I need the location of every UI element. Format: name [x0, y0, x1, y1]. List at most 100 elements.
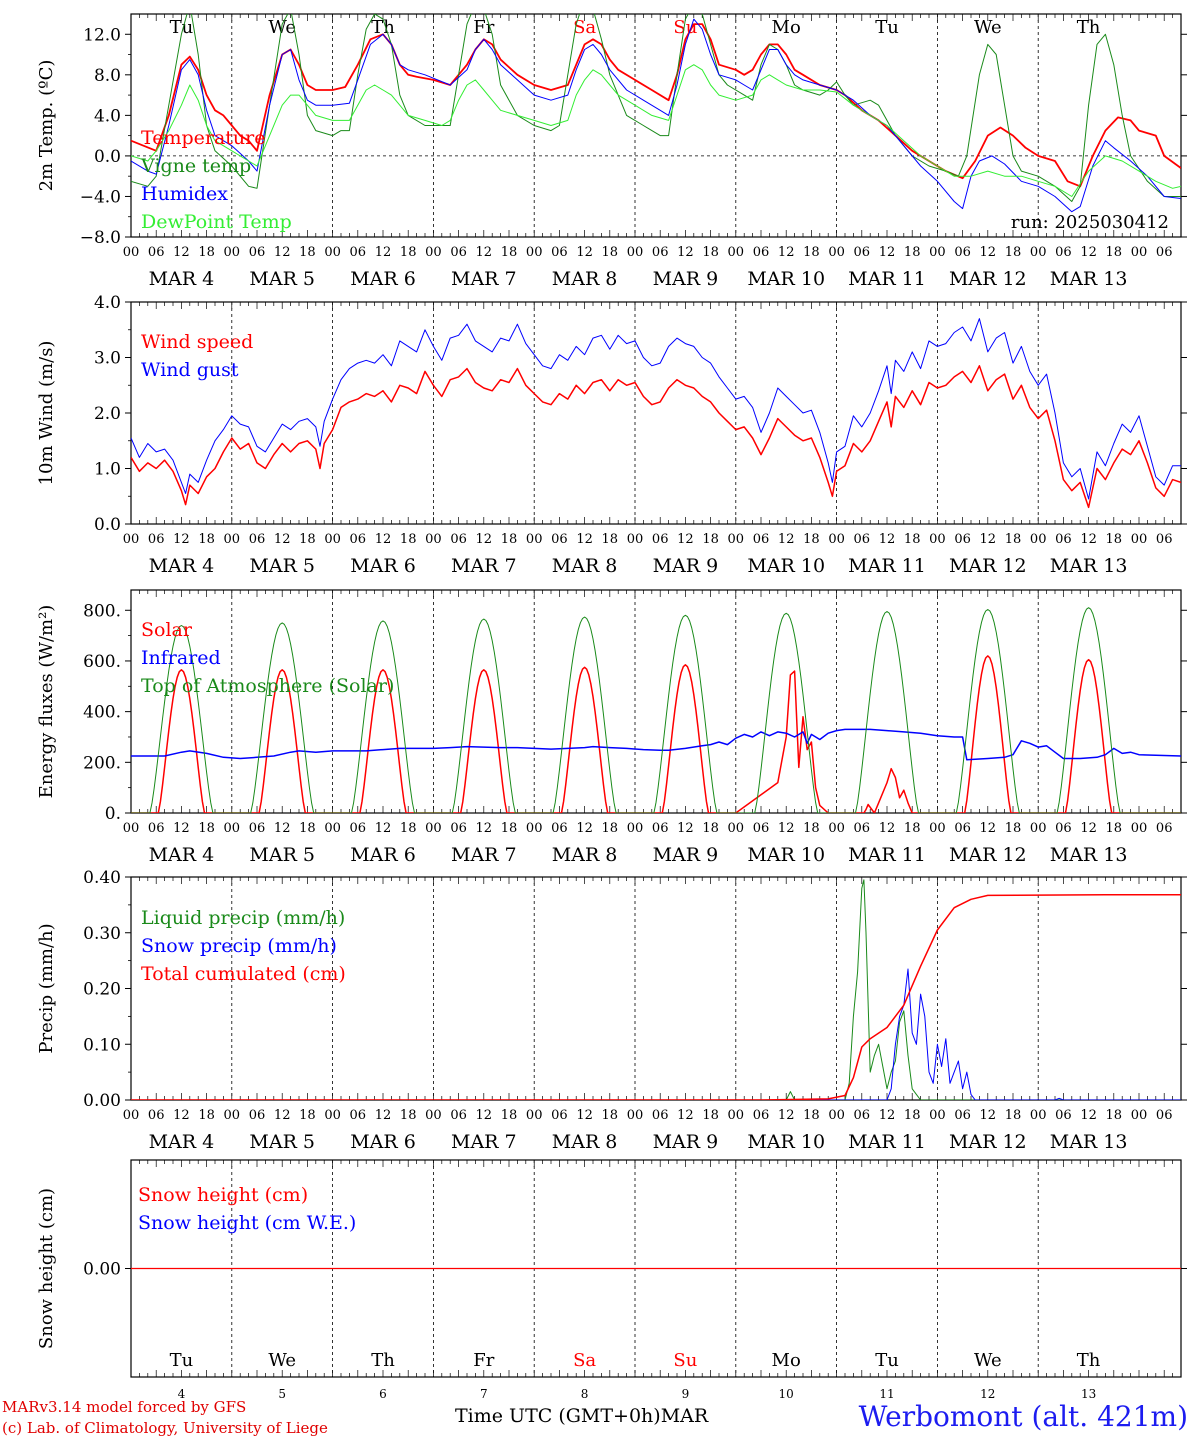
- legend-entry: Temperature: [141, 127, 265, 149]
- hour-label: 12: [375, 532, 392, 547]
- date-label: MAR 10: [747, 844, 825, 866]
- legend-entry: Liquid precip (mm/h): [141, 907, 345, 929]
- date-label: MAR 13: [1050, 555, 1128, 577]
- hour-label: 00: [324, 1108, 341, 1123]
- hour-label: 18: [803, 1108, 820, 1123]
- hour-label: 18: [400, 1108, 417, 1123]
- hour-label: 12: [980, 245, 997, 260]
- day-number: 4: [178, 1387, 186, 1401]
- hour-label: 12: [980, 1108, 997, 1123]
- hour-label: 18: [1106, 532, 1123, 547]
- y-axis-label: Snow height (cm): [36, 1188, 57, 1349]
- hour-label: 00: [123, 821, 140, 836]
- weekday-label: Sa: [573, 17, 596, 38]
- hour-label: 00: [828, 245, 845, 260]
- hour-label: 00: [324, 532, 341, 547]
- hour-label: 00: [123, 532, 140, 547]
- hour-label: 12: [980, 821, 997, 836]
- date-label: MAR 12: [949, 844, 1027, 866]
- hour-label: 12: [1080, 245, 1097, 260]
- legend-entry: Top of Atmosphere (Solar): [141, 675, 394, 697]
- hour-label: 12: [1080, 532, 1097, 547]
- y-tick-label: 2.0: [94, 404, 121, 424]
- hour-label: 18: [400, 821, 417, 836]
- hour-label: 18: [299, 821, 316, 836]
- date-label: MAR 10: [747, 1131, 825, 1153]
- hour-label: 06: [551, 245, 568, 260]
- hour-label: 00: [224, 821, 241, 836]
- hour-label: 00: [224, 532, 241, 547]
- hour-label: 06: [652, 245, 669, 260]
- hour-label: 06: [350, 1108, 367, 1123]
- hour-label: 06: [450, 245, 467, 260]
- weekday-label: Tu: [875, 1350, 899, 1371]
- hour-label: 12: [476, 821, 493, 836]
- hour-label: 12: [476, 1108, 493, 1123]
- date-label: MAR 12: [949, 268, 1027, 290]
- date-label: MAR 12: [949, 555, 1027, 577]
- hour-label: 00: [1131, 1108, 1148, 1123]
- hour-label: 00: [526, 821, 543, 836]
- y-tick-label: 400.: [83, 703, 121, 723]
- date-label: MAR 11: [848, 268, 926, 290]
- y-tick-label: 0.20: [83, 980, 121, 1000]
- hour-label: 18: [1005, 532, 1022, 547]
- day-number: 12: [980, 1387, 995, 1401]
- date-label: MAR 10: [747, 555, 825, 577]
- date-label: MAR 10: [747, 268, 825, 290]
- hour-label: 18: [904, 245, 921, 260]
- y-tick-label: 4.0: [94, 293, 121, 313]
- date-label: MAR 8: [552, 268, 618, 290]
- panel-frame: [130, 589, 1182, 814]
- hour-label: 06: [753, 821, 770, 836]
- legend-entry: Wind speed: [141, 331, 253, 353]
- hour-label: 06: [854, 821, 871, 836]
- hour-label: 12: [778, 1108, 795, 1123]
- hour-label: 12: [576, 821, 593, 836]
- hour-label: 06: [1055, 532, 1072, 547]
- legend-entry: Infrared: [141, 647, 221, 669]
- hour-label: 18: [1005, 245, 1022, 260]
- hour-label: 00: [728, 245, 745, 260]
- hour-label: 06: [753, 245, 770, 260]
- run-label: run: 2025030412: [1011, 212, 1169, 233]
- hour-label: 06: [753, 1108, 770, 1123]
- y-tick-label: 0.0: [94, 515, 121, 535]
- lab-credit: (c) Lab. of Climatology, University of L…: [2, 1419, 328, 1437]
- hour-label: 00: [627, 532, 644, 547]
- y-tick-label: 8.0: [94, 66, 121, 86]
- hour-label: 00: [425, 532, 442, 547]
- hour-label: 18: [1005, 1108, 1022, 1123]
- date-label: MAR 9: [653, 555, 719, 577]
- series-line-humidex: [131, 18, 1181, 213]
- hour-label: 18: [702, 821, 719, 836]
- date-label: MAR 4: [149, 555, 215, 577]
- hour-label: 18: [602, 1108, 619, 1123]
- series-line-infrared: [131, 728, 1181, 761]
- date-label: MAR 11: [848, 844, 926, 866]
- hour-label: 18: [702, 532, 719, 547]
- hour-label: 18: [400, 532, 417, 547]
- hour-label: 12: [677, 821, 694, 836]
- date-label: MAR 7: [451, 844, 517, 866]
- hour-label: 18: [803, 821, 820, 836]
- hour-label: 12: [375, 821, 392, 836]
- hour-label: 18: [1106, 245, 1123, 260]
- series-line-total-cumulated-cm-: [131, 894, 1181, 1100]
- weekday-label: Sa: [573, 1350, 596, 1371]
- weekday-label: Mo: [772, 17, 801, 38]
- weekday-label: Fr: [473, 17, 494, 38]
- hour-label: 18: [1106, 821, 1123, 836]
- day-number: 9: [682, 1387, 690, 1401]
- hour-label: 12: [173, 245, 190, 260]
- hour-label: 12: [677, 245, 694, 260]
- hour-label: 06: [854, 1108, 871, 1123]
- hour-label: 00: [828, 821, 845, 836]
- hour-label: 06: [1055, 1108, 1072, 1123]
- hour-label: 18: [198, 1108, 215, 1123]
- y-tick-label: 0.30: [83, 924, 121, 944]
- hour-label: 06: [854, 532, 871, 547]
- panel-frame: [130, 13, 1182, 238]
- hour-label: 00: [828, 1108, 845, 1123]
